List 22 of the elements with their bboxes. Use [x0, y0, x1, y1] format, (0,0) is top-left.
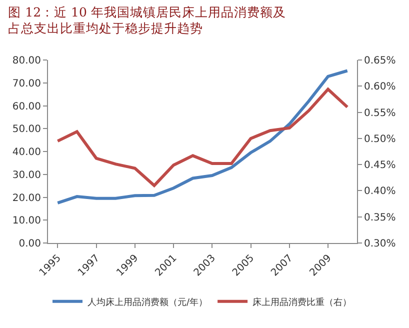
line-series	[56, 69, 349, 204]
y-tick-label: 40.00	[12, 147, 41, 158]
y-tick-label: 30.00	[12, 170, 41, 181]
y-tick-label: 50.00	[12, 124, 41, 136]
y2-tick-label: 0.30%	[364, 238, 396, 250]
line-series	[56, 88, 349, 187]
y2-tick-label: 0.60%	[364, 82, 396, 93]
y2-tick-label: 0.45%	[364, 160, 396, 172]
y-tick-label: 70.00	[12, 78, 41, 90]
y2-tick-label: 0.65%	[364, 56, 396, 66]
y2-tick-label: 0.55%	[364, 108, 396, 119]
y2-tick-label: 0.35%	[364, 212, 396, 224]
legend-label: 人均床上用品消费额（元/年）	[88, 296, 208, 308]
legend-label: 床上用品消费比重（右）	[252, 296, 352, 308]
y-tick-label: 10.00	[12, 216, 41, 227]
chart-title: 图 12：近 10 年我国城镇居民床上用品消费额及占总支出比重均处于稳步提升趋势	[8, 4, 286, 36]
y2-tick-label: 0.50%	[364, 134, 396, 145]
y-tick-label: 60.00	[12, 101, 41, 112]
y-tick-label: 20.00	[12, 192, 41, 204]
y-tick-label: 0.00	[18, 238, 41, 250]
y-tick-label: 80.00	[12, 56, 41, 66]
y2-tick-label: 0.40%	[364, 186, 396, 198]
